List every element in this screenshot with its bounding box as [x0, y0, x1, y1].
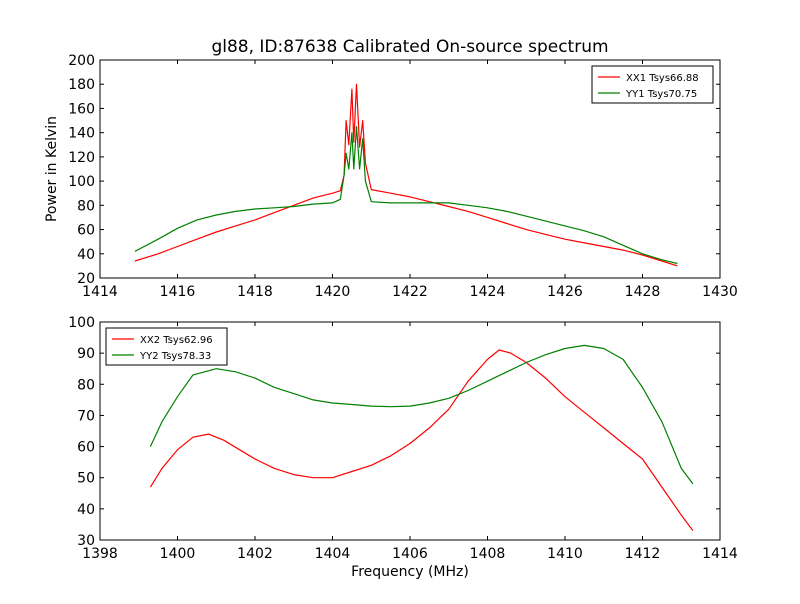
legend-label: YY2 Tsys78.33 — [139, 351, 211, 362]
y-tick-label: 60 — [77, 440, 95, 456]
y-tick-label: 80 — [77, 377, 95, 393]
legend: XX1 Tsys66.88 YY1 Tsys70.75 — [591, 65, 714, 104]
y-tick-label: 160 — [68, 101, 95, 117]
legend-box — [105, 327, 228, 366]
legend: XX2 Tsys62.96 YY2 Tsys78.33 — [105, 327, 228, 366]
x-tick-label: 1414 — [82, 284, 118, 300]
y-tick-label: 40 — [77, 247, 95, 263]
y-tick-label: 80 — [77, 198, 95, 214]
series-line-2 — [149, 344, 694, 485]
x-tick-label: 1422 — [392, 284, 428, 300]
y-tick-label: 70 — [77, 408, 95, 424]
x-axis-label: Frequency (MHz) — [351, 564, 469, 580]
y-axis-label: Power in Kelvin — [44, 116, 60, 222]
x-tick-label: 1408 — [470, 546, 506, 562]
x-tick-label: 1400 — [160, 546, 196, 562]
legend-label: XX1 Tsys66.88 — [626, 73, 699, 84]
x-tick-label: 1404 — [315, 546, 351, 562]
y-tick-label: 90 — [77, 346, 95, 362]
y-tick-label: 140 — [68, 126, 95, 142]
x-tick-label: 1398 — [82, 546, 118, 562]
x-tick-label: 1414 — [702, 546, 738, 562]
y-tick-label: 200 — [68, 53, 95, 69]
legend-box — [591, 65, 714, 104]
x-tick-label: 1416 — [160, 284, 196, 300]
y-tick-label: 60 — [77, 223, 95, 239]
series-line-1 — [134, 83, 678, 267]
legend-label: YY1 Tsys70.75 — [625, 89, 697, 100]
y-tick-label: 120 — [68, 150, 95, 166]
x-tick-label: 1426 — [547, 284, 583, 300]
x-tick-label: 1430 — [702, 284, 738, 300]
y-tick-label: 40 — [77, 502, 95, 518]
x-tick-label: 1418 — [237, 284, 273, 300]
y-tick-label: 100 — [68, 315, 95, 331]
top-plot: 1414 1416 1418 1420 1422 1424 1426 1428 1430 20 40… — [44, 37, 738, 300]
x-tick-label: 1406 — [392, 546, 428, 562]
y-tick-label: 100 — [68, 174, 95, 190]
bottom-plot: 1398 1400 1402 1404 1406 1408 1410 1412 1414 30 40… — [68, 315, 738, 580]
y-tick-label: 180 — [68, 77, 95, 93]
legend-label: XX2 Tsys62.96 — [140, 335, 213, 346]
series-line-2 — [134, 126, 678, 265]
x-tick-label: 1410 — [547, 546, 583, 562]
y-tick-label: 20 — [77, 271, 95, 287]
y-tick-label: 50 — [77, 471, 95, 487]
x-tick-label: 1412 — [625, 546, 661, 562]
x-tick-label: 1428 — [625, 284, 661, 300]
x-tick-label: 1420 — [315, 284, 351, 300]
x-tick-label: 1402 — [237, 546, 273, 562]
series-line-1 — [149, 349, 694, 532]
x-tick-label: 1424 — [470, 284, 506, 300]
y-tick-label: 30 — [77, 533, 95, 549]
chart-title: gl88, ID:87638 Calibrated On-source spec… — [211, 37, 608, 57]
